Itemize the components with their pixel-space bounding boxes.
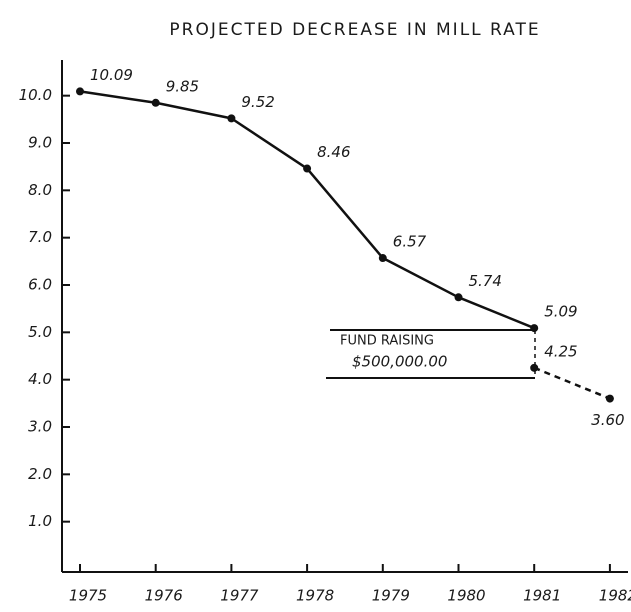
data-label: 5.74 [469, 272, 502, 290]
data-point [76, 87, 84, 96]
series-line [79, 90, 535, 330]
y-tick-label: 7.0 [28, 228, 52, 246]
data-label: 4.25 [544, 342, 577, 360]
x-tick-label: 1982 [599, 587, 631, 605]
data-point [303, 164, 312, 173]
y-tick-label: 10.0 [19, 86, 52, 104]
x-tick-label: 1981 [523, 587, 561, 605]
data-label: 6.57 [393, 233, 427, 251]
y-tick-label: 3.0 [28, 418, 52, 436]
y-tick-label: 1.0 [28, 512, 52, 530]
data-label: 9.52 [241, 93, 274, 111]
data-label: 5.09 [544, 303, 577, 321]
annotation: $500,000.00 [352, 353, 447, 371]
y-tick-label: 2.0 [28, 465, 52, 483]
data-point [454, 293, 463, 302]
x-tick-label: 1975 [69, 587, 107, 605]
y-tick-label: 5.0 [28, 323, 52, 341]
y-tick-label: 8.0 [28, 181, 52, 199]
x-tick-label: 1979 [372, 587, 410, 605]
data-point [378, 254, 387, 263]
data-point [530, 363, 539, 372]
y-tick-label: 4.0 [28, 370, 52, 388]
data-label: 8.46 [317, 143, 350, 161]
data-label: 9.85 [166, 77, 199, 95]
chart-title: PROJECTED DECREASE IN MILL RATE [169, 20, 540, 40]
data-point [530, 324, 539, 333]
data-point [605, 394, 614, 403]
x-tick-label: 1976 [145, 587, 183, 605]
y-tick-label: 6.0 [28, 276, 52, 294]
x-tick-label: 1980 [447, 587, 485, 605]
data-point [151, 98, 160, 107]
x-tick-label: 1978 [296, 587, 334, 605]
data-label: 10.09 [90, 66, 133, 84]
data-point [227, 114, 236, 123]
annotation: FUND RAISING [340, 334, 434, 349]
data-label: 3.60 [591, 411, 624, 429]
y-tick-label: 9.0 [28, 134, 52, 152]
x-tick-label: 1977 [220, 587, 259, 605]
series-line [533, 366, 611, 400]
